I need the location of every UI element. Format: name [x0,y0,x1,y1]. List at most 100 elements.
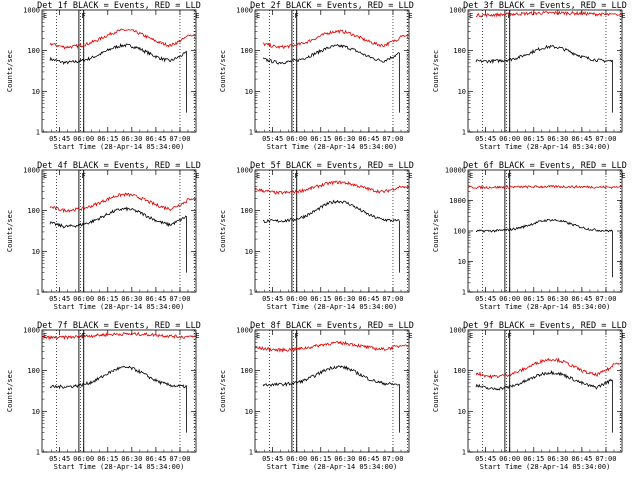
time-marker: E [43,172,47,180]
plot-frame [254,9,410,133]
y-axis-label: Counts/sec [432,210,440,252]
y-tick-label: 1 [462,289,466,297]
time-marker: F [82,12,86,20]
time-marker: F [508,172,512,180]
x-tick-label: 06:30 [547,455,568,463]
panel-5: Det 5f BLACK = Events, RED = LLD 1 10 100 10… [219,161,414,311]
time-marker: F [295,332,299,340]
y-tick-label: 1000 [236,167,253,175]
x-tick-label: 06:15 [97,135,118,143]
x-tick-label: 06:30 [121,295,142,303]
y-axis-label: Counts/sec [6,50,14,92]
x-tick-label: 06:30 [121,135,142,143]
time-marker: E [408,172,412,180]
plot-frame [41,329,197,453]
x-axis-label: Start Time (28-Apr-14 05:34:00) [54,143,185,151]
x-axis-label: Start Time (28-Apr-14 05:34:00) [267,143,398,151]
y-tick-label: 10 [32,88,40,96]
x-tick-label: 05:45 [49,135,70,143]
y-tick-label: 1000 [449,197,466,205]
panel-title: Det 2f BLACK = Events, RED = LLD [250,1,414,11]
x-tick-label: 06:45 [145,135,166,143]
y-tick-label: 10 [458,258,466,266]
x-tick-label: 05:45 [262,455,283,463]
panel-2: Det 2f BLACK = Events, RED = LLD 1 10 100 10… [219,1,414,151]
x-tick-label: 05:45 [262,135,283,143]
time-marker: E [408,332,412,340]
y-tick-label: 100 [27,47,40,55]
time-marker: E [621,12,625,20]
x-tick-label: 06:00 [286,455,307,463]
x-tick-label: 06:30 [334,455,355,463]
y-tick-label: 1000 [449,7,466,15]
y-axis-label: Counts/sec [432,50,440,92]
lld-series-line [254,340,410,353]
y-tick-label: 1 [462,449,466,457]
panel-4: Det 4f BLACK = Events, RED = LLD 1 10 100 10… [6,161,201,311]
x-tick-label: 06:30 [547,295,568,303]
y-tick-label: 100 [240,367,253,375]
events-series-line [49,206,187,273]
panel-3: Det 3f BLACK = Events, RED = LLD 1 10 100 10… [432,1,627,151]
time-marker: F [82,172,86,180]
panel-9: Det 9f BLACK = Events, RED = LLD 1 10 100 10… [432,321,627,471]
plot-frame [254,169,410,293]
y-tick-label: 1 [249,289,253,297]
y-tick-label: 100 [240,207,253,215]
lld-series-line [262,29,410,50]
panel-1: Det 1f BLACK = Events, RED = LLD 1 10 100 10… [6,1,201,151]
y-tick-label: 1 [36,289,40,297]
events-series-line [475,218,613,278]
time-marker: E [256,332,260,340]
panel-8: Det 8f BLACK = Events, RED = LLD 1 10 100 10… [219,321,414,471]
y-tick-label: 100 [27,207,40,215]
panel-title: Det 3f BLACK = Events, RED = LLD [463,1,627,11]
x-tick-label: 07:00 [595,455,616,463]
y-tick-label: 10 [245,88,253,96]
panel-title: Det 7f BLACK = Events, RED = LLD [37,321,201,331]
y-tick-label: 10 [458,88,466,96]
time-marker: E [195,172,199,180]
x-tick-label: 06:45 [571,295,592,303]
y-axis-label: Counts/sec [219,210,227,252]
y-tick-label: 1000 [236,327,253,335]
y-tick-label: 10000 [445,167,466,175]
x-tick-label: 06:00 [73,135,94,143]
plot-frame [467,329,623,453]
y-tick-label: 100 [27,367,40,375]
x-tick-label: 07:00 [595,295,616,303]
panel-title: Det 6f BLACK = Events, RED = LLD [463,161,627,171]
x-tick-label: 07:00 [382,455,403,463]
x-tick-label: 06:45 [571,135,592,143]
y-tick-label: 1000 [449,327,466,335]
lld-series-line [41,331,197,341]
x-tick-label: 06:45 [571,455,592,463]
panel-title: Det 1f BLACK = Events, RED = LLD [37,1,201,11]
panel-7: Det 7f BLACK = Events, RED = LLD 1 10 100 10… [6,321,201,471]
time-marker: E [256,172,260,180]
lld-series-line [49,28,197,50]
x-tick-label: 06:45 [358,455,379,463]
x-axis-label: Start Time (28-Apr-14 05:34:00) [267,303,398,311]
x-tick-label: 06:30 [121,455,142,463]
x-tick-label: 05:45 [475,455,496,463]
x-tick-label: 05:45 [475,135,496,143]
y-axis-label: Counts/sec [219,370,227,412]
events-series-line [475,44,613,113]
y-tick-label: 100 [453,47,466,55]
events-series-line [262,199,400,273]
time-marker: F [295,12,299,20]
time-marker: E [195,332,199,340]
x-tick-label: 06:00 [286,295,307,303]
x-tick-label: 06:30 [334,295,355,303]
time-marker: E [621,172,625,180]
x-tick-label: 06:45 [358,135,379,143]
x-tick-label: 06:15 [523,295,544,303]
time-marker: E [43,12,47,20]
x-tick-label: 06:00 [286,135,307,143]
x-axis-label: Start Time (28-Apr-14 05:34:00) [480,143,611,151]
y-tick-label: 1 [36,129,40,137]
y-tick-label: 1 [36,449,40,457]
panel-title: Det 4f BLACK = Events, RED = LLD [37,161,201,171]
time-marker: E [195,12,199,20]
